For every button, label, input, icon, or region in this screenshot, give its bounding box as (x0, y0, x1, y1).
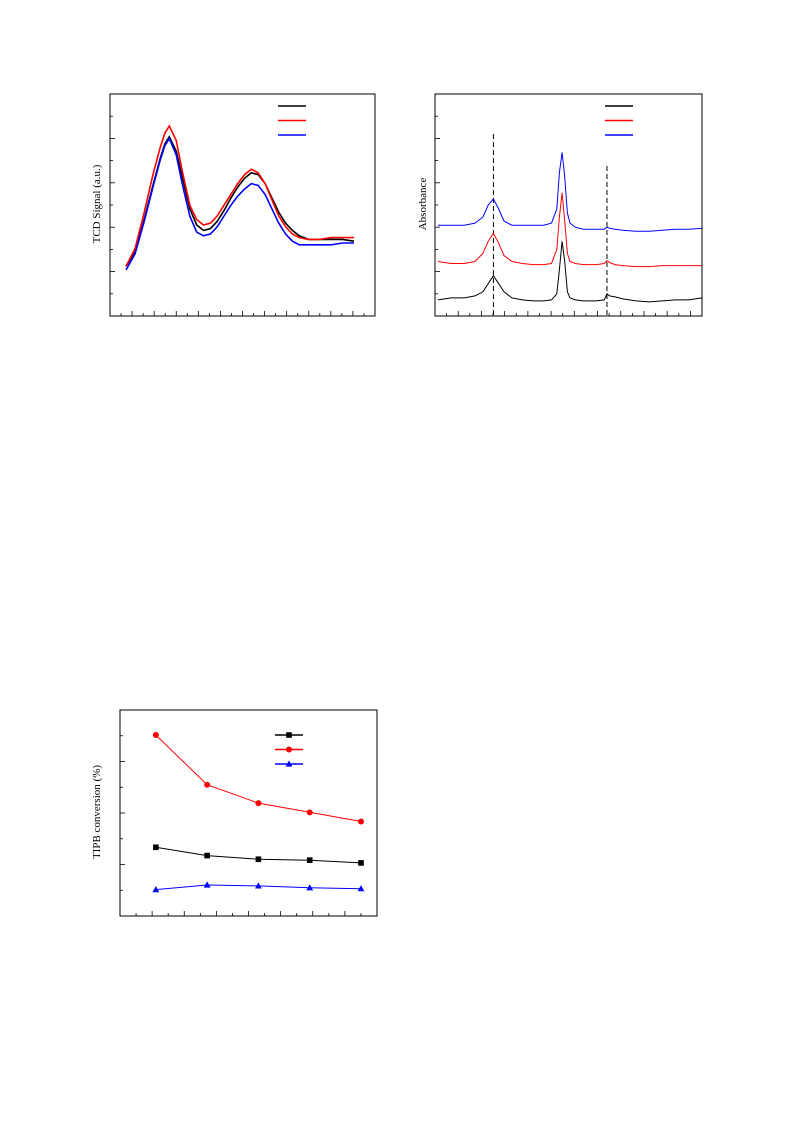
tipb-data-point (152, 886, 160, 893)
tipb-legend-marker (286, 732, 292, 738)
tcd-series-line-1 (125, 124, 354, 267)
tipb-data-point (255, 856, 262, 863)
tcd-series-line-2 (125, 136, 354, 271)
tcd-series-line-0 (125, 135, 355, 267)
tipb-data-point (255, 882, 262, 889)
ir-y-axis-label: Absorbance (417, 178, 429, 231)
tipb-legend-marker (285, 760, 293, 767)
tipb-data-point (306, 857, 313, 863)
tipb-legend-marker (286, 746, 292, 753)
ir-chart: Absorbance (400, 84, 710, 324)
tipb-data-point (203, 881, 211, 888)
ir-series-line-2 (438, 152, 703, 232)
tcd-plot-area (109, 93, 376, 317)
tipb-series-line-1 (155, 734, 362, 822)
ir-plot-area (434, 93, 703, 317)
tipb-data-point (357, 885, 365, 892)
ir-plot-frame (434, 93, 703, 317)
tipb-chart-svg: TIPB conversion (%) (91, 709, 378, 917)
tipb-data-point (358, 860, 364, 866)
tipb-data-point (255, 800, 262, 807)
tcd-y-axis-label: TCD Signal (a.u.) (91, 164, 103, 243)
tipb-data-point (306, 884, 314, 891)
ir-series-line-1 (437, 192, 702, 268)
tipb-plot-area (119, 709, 378, 917)
tipb-data-point (153, 844, 159, 851)
tipb-data-point (152, 732, 159, 739)
ir-chart-svg: Absorbance (417, 93, 703, 317)
tipb-data-point (204, 781, 211, 788)
tipb-data-point (358, 818, 364, 825)
tcd-plot-frame (109, 93, 376, 317)
tipb-chart: TIPB conversion (%) (80, 700, 380, 925)
tcd-chart-svg: TCD Signal (a.u.) (91, 93, 376, 317)
tipb-plot-frame (119, 709, 378, 917)
tipb-data-point (204, 852, 210, 859)
tcd-chart: TCD Signal (a.u.) (80, 84, 380, 324)
tipb-data-point (306, 809, 313, 816)
ir-series-line-0 (437, 241, 703, 303)
tipb-y-axis-label: TIPB conversion (%) (91, 765, 103, 859)
